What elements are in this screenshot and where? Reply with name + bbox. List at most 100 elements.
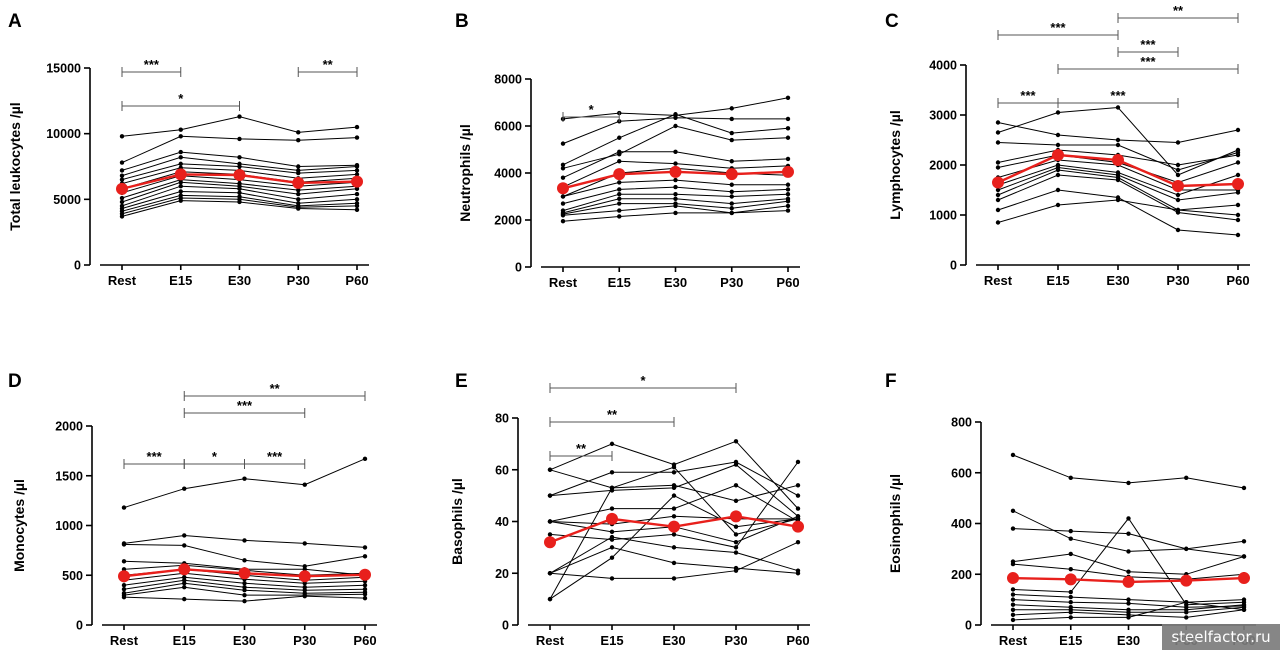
subject-point (671, 532, 677, 537)
y-tick-label: 200 (951, 568, 972, 582)
mean-point (1007, 572, 1019, 585)
x-tick-label: E15 (169, 273, 192, 288)
x-tick-label: Rest (549, 275, 578, 290)
subject-point (296, 130, 301, 135)
subject-point (609, 545, 615, 550)
x-tick-label: E15 (1059, 633, 1082, 648)
subject-point (119, 177, 125, 182)
significance-label: * (589, 102, 595, 117)
subject-point (609, 529, 615, 535)
subject-point (785, 187, 791, 192)
subject-point (1241, 539, 1247, 544)
subject-point (609, 506, 615, 511)
x-tick-label: P60 (353, 633, 376, 648)
subject-point (995, 192, 1001, 198)
subject-point (673, 161, 678, 166)
subject-point (729, 206, 734, 211)
subject-point (121, 594, 127, 600)
subject-point (119, 168, 125, 173)
subject-point (1055, 187, 1061, 193)
subject-point (1235, 172, 1241, 178)
subject-point (729, 116, 734, 122)
subject-point (560, 162, 566, 167)
subject-point (785, 182, 791, 187)
subject-point (729, 130, 734, 136)
subject-point (242, 538, 247, 543)
mean-point (792, 520, 804, 533)
subject-point (609, 555, 615, 560)
y-tick-label: 1000 (55, 519, 83, 533)
x-tick-label: E30 (664, 275, 687, 290)
subject-point (671, 545, 677, 550)
x-tick-label: P30 (287, 273, 310, 288)
x-tick-label: P60 (345, 273, 368, 288)
subject-line (1012, 517, 1245, 606)
panel-e: E 0 20 40 60 80 Basophils /µl Rest E15 E30 P30 P60 *… (449, 371, 810, 648)
subject-point (1235, 160, 1241, 165)
subject-point (121, 505, 127, 510)
subject-point (560, 141, 566, 146)
subject-point (296, 187, 301, 193)
subject-point (1175, 192, 1181, 198)
subject-point (785, 116, 791, 122)
subject-point (609, 576, 615, 581)
subject-point (1175, 197, 1181, 203)
mean-point (1180, 574, 1193, 587)
subject-point (795, 493, 801, 498)
subject-point (1010, 597, 1016, 602)
subject-point (178, 127, 183, 132)
significance-label: *** (1020, 88, 1036, 103)
subject-point (673, 177, 678, 183)
subject-point (1055, 167, 1061, 173)
significance-label: *** (147, 449, 163, 464)
subject-point (1235, 152, 1241, 158)
watermark: steelfactor.ru (1162, 624, 1280, 650)
subject-point (1010, 526, 1016, 531)
subject-point (237, 190, 242, 195)
subject-point (296, 170, 301, 176)
significance-label: ** (270, 381, 281, 396)
subject-point (182, 596, 187, 602)
subject-point (617, 196, 622, 202)
subject-point (1241, 485, 1247, 491)
subject-point (1175, 140, 1181, 145)
subject-point (671, 560, 677, 566)
panel-c: C 0 1000 2000 3000 4000 Lymphocytes /µl Rest E15… (885, 3, 1250, 288)
subject-point (237, 114, 242, 119)
mean-point (668, 520, 680, 533)
subject-point (617, 201, 622, 206)
y-tick-label: 2000 (494, 214, 522, 228)
subject-point (296, 138, 301, 143)
subject-point (302, 593, 307, 599)
subject-point (121, 583, 127, 588)
mean-point (725, 168, 738, 181)
subject-point (617, 187, 622, 192)
y-tick-label: 2000 (55, 420, 83, 434)
subject-point (1068, 528, 1073, 534)
subject-point (729, 159, 734, 164)
x-tick-label: P60 (776, 275, 799, 290)
subject-point (560, 213, 566, 218)
subject-point (182, 486, 187, 491)
subject-point (547, 571, 553, 576)
subject-point (178, 184, 183, 189)
subject-point (1055, 132, 1061, 138)
panel-letter: F (885, 371, 897, 392)
panel-letter: C (885, 11, 899, 32)
y-tick-label: 60 (495, 463, 509, 477)
y-tick-label: 500 (62, 569, 83, 583)
subject-point (1068, 610, 1073, 615)
x-tick-label: Rest (110, 633, 139, 648)
subject-point (1068, 551, 1073, 557)
subject-point (547, 467, 553, 472)
subject-point (1010, 612, 1016, 618)
subject-point (785, 95, 791, 101)
significance-label: ** (576, 441, 587, 456)
subject-point (1010, 587, 1016, 592)
subject-point (354, 186, 360, 192)
subject-point (729, 210, 734, 216)
subject-point (1068, 536, 1073, 541)
subject-point (121, 559, 127, 564)
subject-point (1235, 232, 1241, 238)
